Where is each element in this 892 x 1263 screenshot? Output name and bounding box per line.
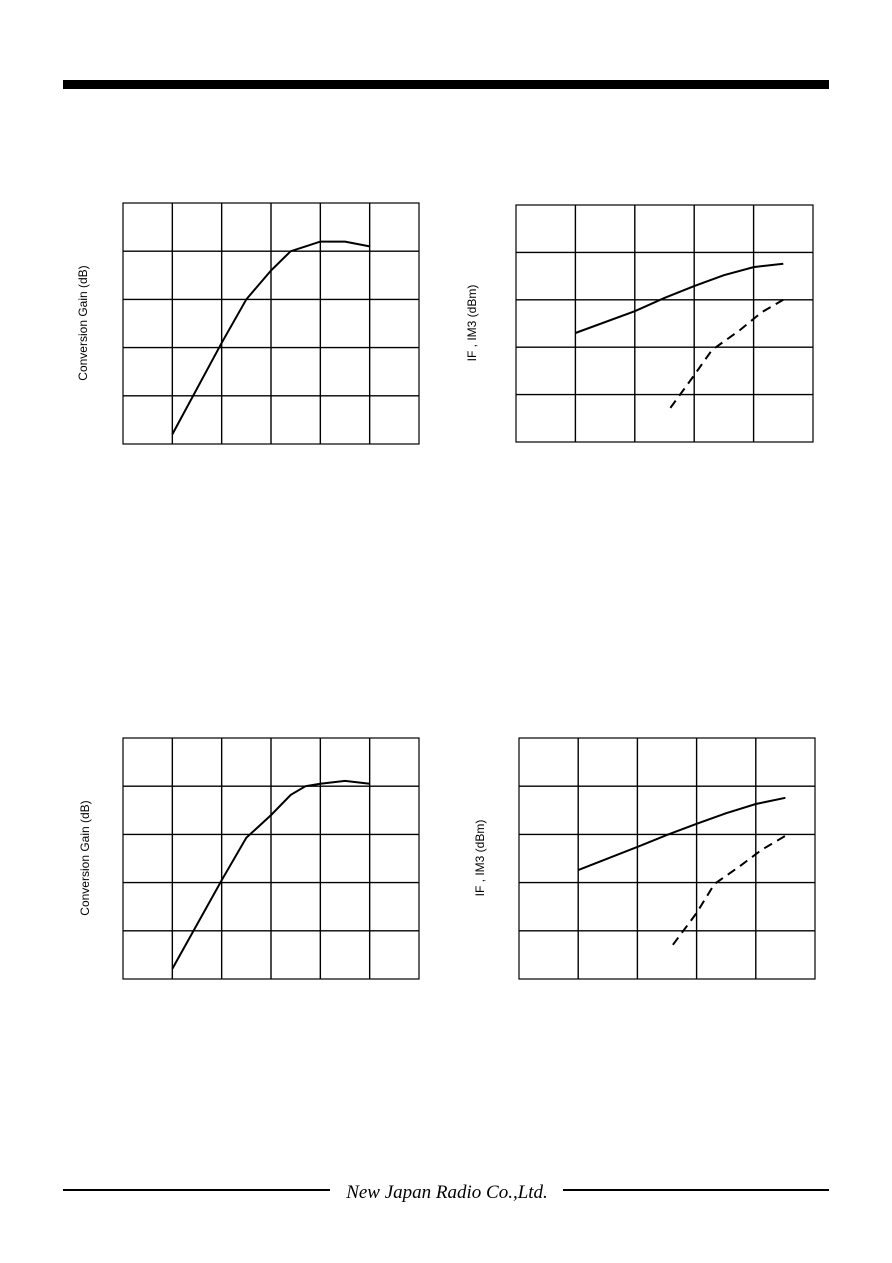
data-line bbox=[672, 834, 786, 946]
chart: IF , IM3 (dBm) bbox=[465, 204, 814, 443]
plot-frame bbox=[515, 204, 814, 443]
data-line bbox=[171, 240, 370, 435]
y-axis-label: IF , IM3 (dBm) bbox=[473, 820, 487, 897]
y-axis-label: Conversion Gain (dB) bbox=[78, 800, 92, 915]
data-line bbox=[577, 796, 786, 872]
plot-frame bbox=[518, 737, 816, 980]
header-bar bbox=[63, 80, 829, 89]
y-axis-label: IF , IM3 (dBm) bbox=[465, 285, 479, 362]
data-line bbox=[171, 779, 370, 970]
data-line bbox=[669, 298, 784, 409]
chart: IF , IM3 (dBm) bbox=[473, 737, 816, 980]
y-axis-label: Conversion Gain (dB) bbox=[76, 265, 90, 380]
chart: Conversion Gain (dB) bbox=[76, 202, 420, 445]
data-line bbox=[575, 262, 784, 334]
footer-logo: New Japan Radio Co.,Ltd. bbox=[345, 1182, 548, 1203]
chart: Conversion Gain (dB) bbox=[78, 737, 420, 980]
